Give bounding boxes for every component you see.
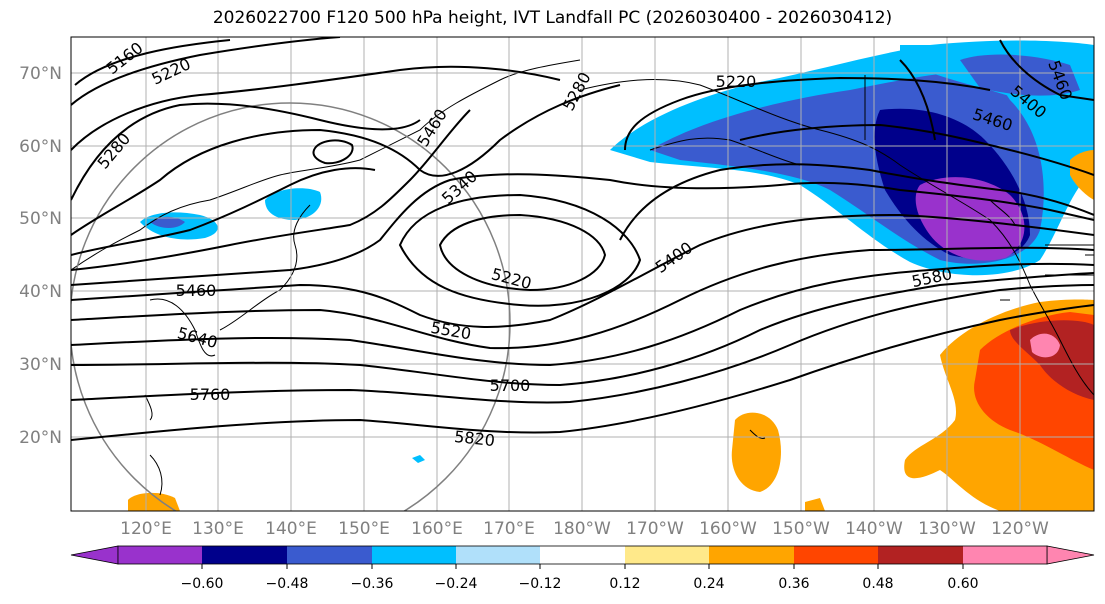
height-contours (71, 37, 1094, 441)
contour-label: 5220 (716, 72, 757, 91)
lat-label: 20°N (19, 428, 62, 448)
colorbar-bin (625, 546, 709, 564)
contour-label: 5820 (453, 427, 495, 450)
colorbar-tick-label: −0.60 (181, 576, 224, 592)
colorbar-tick-label: 0.36 (778, 576, 809, 592)
latitude-labels: 70°N 60°N 50°N 40°N 30°N 20°N (19, 64, 62, 448)
colorbar-outline (117, 545, 1048, 565)
colorbar-ticks: −0.60 −0.48 −0.36 −0.24 −0.12 0.12 0.24 0.36 0.4… (181, 564, 979, 592)
map-frame (70, 36, 1095, 512)
colorbar-bins (117, 545, 1048, 565)
colorbar-tick-label: −0.36 (351, 576, 394, 592)
colorbar-bin (540, 546, 625, 564)
colorbar-bin (202, 546, 287, 564)
map-title: 2026022700 F120 500 hPa height, IVT Land… (212, 8, 893, 28)
lat-label: 50°N (19, 209, 62, 229)
colorbar-tick-label: −0.12 (519, 576, 562, 592)
colorbar: −0.60 −0.48 −0.36 −0.24 −0.12 0.12 0.24 0.36 0.4… (70, 545, 1095, 592)
lon-label: 120°W (991, 519, 1049, 539)
lat-label: 60°N (19, 137, 62, 157)
graticule (71, 37, 1094, 511)
colorbar-bin (878, 546, 963, 564)
colorbar-bin (372, 546, 456, 564)
colorbar-bin (118, 546, 202, 564)
colorbar-min-extension (70, 545, 119, 565)
colorbar-tick-label: −0.24 (435, 576, 478, 592)
colorbar-tick-label: −0.48 (266, 576, 309, 592)
lat-label: 70°N (19, 64, 62, 84)
lon-label: 130°W (918, 519, 976, 539)
colorbar-bin (963, 546, 1047, 564)
lon-label: 140°W (845, 519, 903, 539)
contour-label: 5760 (190, 385, 231, 404)
lon-label: 170°W (626, 519, 684, 539)
lat-label: 40°N (19, 282, 62, 302)
lon-label: 120°E (120, 519, 172, 539)
lat-label: 30°N (19, 355, 62, 375)
longitude-labels: 120°E 130°E 140°E 150°E 160°E 170°E 180°… (120, 519, 1049, 539)
colorbar-bin (709, 546, 794, 564)
colorbar-tick-label: 0.24 (693, 576, 724, 592)
colorbar-tick-label: 0.48 (862, 576, 893, 592)
colorbar-max-extension (1046, 545, 1095, 565)
lon-label: 170°E (483, 519, 535, 539)
contour-label: 5460 (176, 281, 217, 300)
map-area: 5160 5220 5280 5280 5460 5340 5460 5640 … (71, 37, 1094, 511)
lon-label: 160°W (699, 519, 757, 539)
range-circle (71, 102, 511, 511)
colorbar-tick-label: 0.60 (947, 576, 978, 592)
colorbar-bin (794, 546, 878, 564)
colorbar-bin (456, 546, 540, 564)
ivt-positive-shading (128, 150, 1094, 511)
lon-label: 150°E (338, 519, 390, 539)
lon-label: 140°E (265, 519, 317, 539)
lon-label: 130°E (192, 519, 244, 539)
lon-label: 160°E (411, 519, 463, 539)
colorbar-bin (287, 546, 372, 564)
contour-label: 5700 (490, 376, 531, 395)
colorbar-tick-label: 0.12 (609, 576, 640, 592)
lon-label: 150°W (772, 519, 830, 539)
lon-label: 180°W (553, 519, 611, 539)
